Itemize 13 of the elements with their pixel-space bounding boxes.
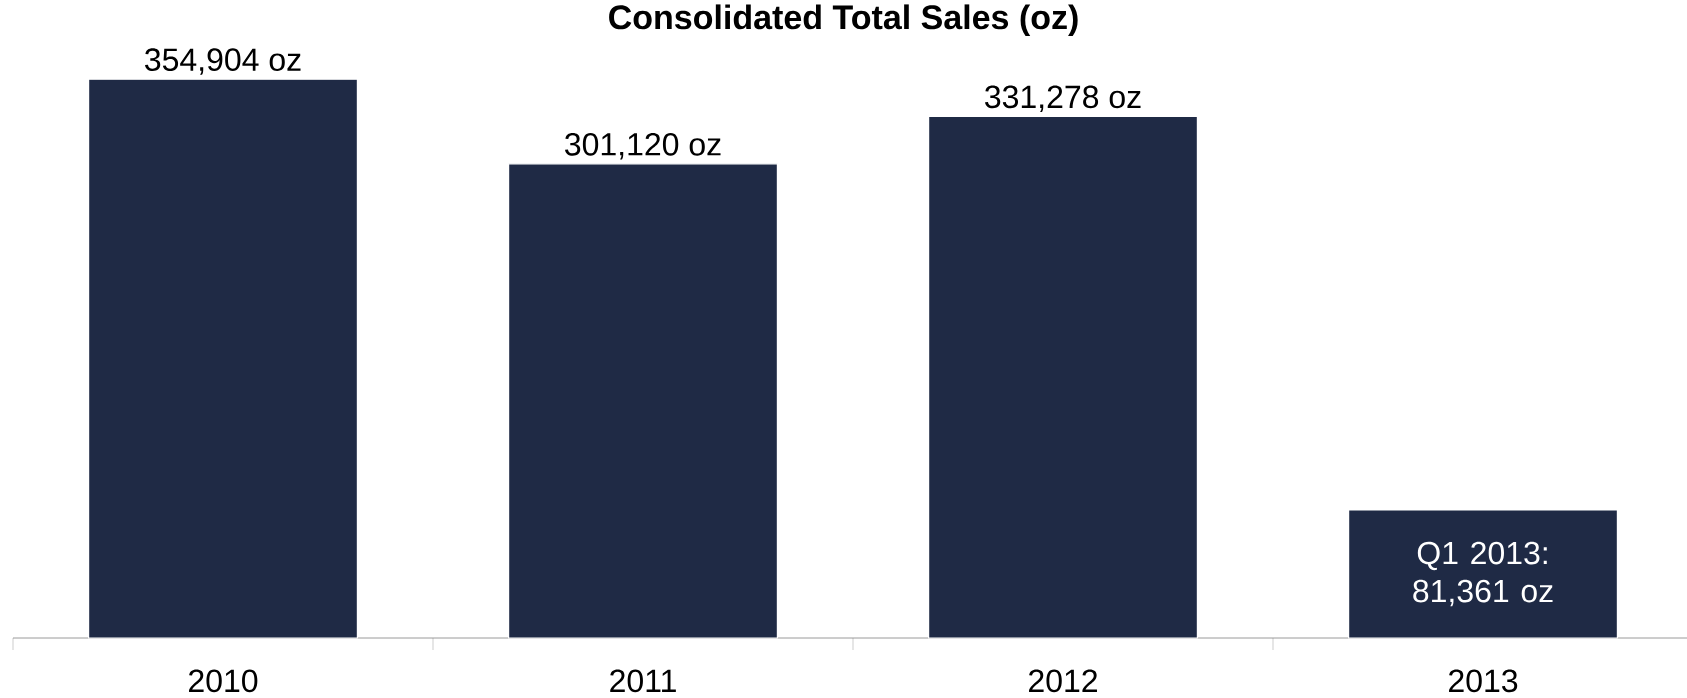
chart-title: Consolidated Total Sales (oz): [609, 4, 1078, 37]
bar: [928, 115, 1199, 639]
x-tick-label: 2013: [1449, 669, 1518, 693]
x-tick-label: 2012: [1029, 669, 1097, 693]
bar: [88, 78, 359, 639]
data-label: Q1 2013: 81,361 oz: [1413, 541, 1553, 607]
bar: [1348, 509, 1619, 639]
x-tick-label: 2011: [610, 669, 676, 693]
x-tick-label: 2010: [189, 669, 258, 693]
data-label: 354,904 oz: [145, 48, 301, 75]
data-label: 301,120 oz: [565, 133, 721, 160]
bar: [508, 163, 779, 639]
data-label: 331,278 oz: [985, 85, 1141, 112]
